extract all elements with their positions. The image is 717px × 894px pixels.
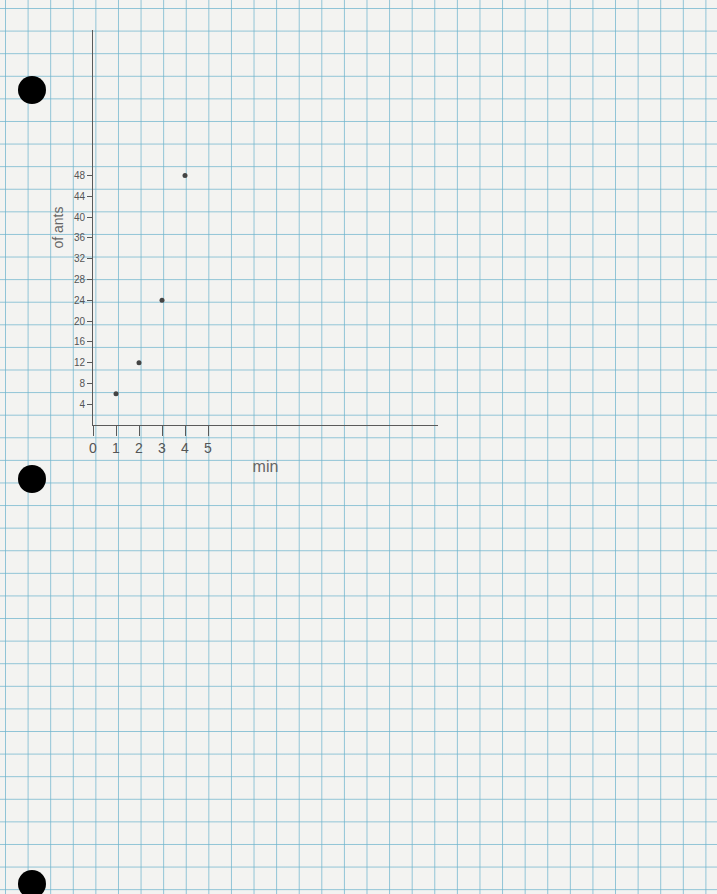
svg-text:48: 48 <box>74 170 86 181</box>
svg-text:5: 5 <box>204 440 212 456</box>
svg-text:0: 0 <box>89 440 97 456</box>
svg-text:28: 28 <box>74 274 86 285</box>
svg-text:1: 1 <box>112 440 120 456</box>
svg-text:40: 40 <box>74 212 86 223</box>
svg-text:8: 8 <box>79 378 85 389</box>
svg-text:36: 36 <box>74 232 86 243</box>
svg-text:44: 44 <box>74 191 86 202</box>
svg-text:min: min <box>253 458 279 475</box>
svg-text:2: 2 <box>135 440 143 456</box>
svg-text:of ants: of ants <box>50 206 66 248</box>
svg-text:4: 4 <box>79 399 85 410</box>
svg-text:12: 12 <box>74 357 86 368</box>
svg-text:20: 20 <box>74 316 86 327</box>
svg-text:4: 4 <box>181 440 189 456</box>
svg-text:24: 24 <box>74 295 86 306</box>
svg-text:3: 3 <box>158 440 166 456</box>
svg-text:32: 32 <box>74 253 86 264</box>
svg-text:16: 16 <box>74 336 86 347</box>
